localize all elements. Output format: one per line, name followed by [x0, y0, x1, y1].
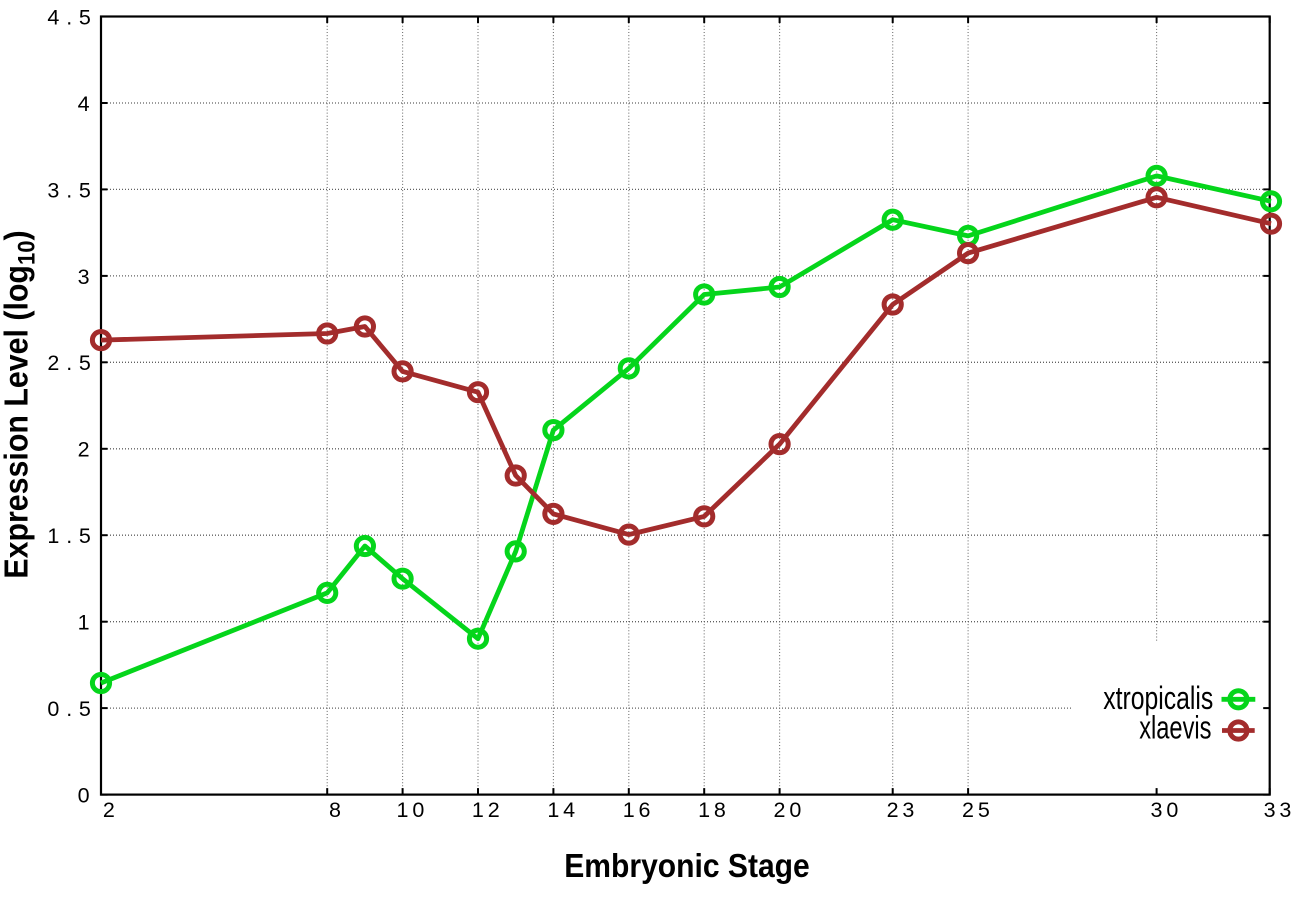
svg-text:25: 25 — [962, 798, 990, 822]
svg-text:1: 1 — [78, 611, 90, 635]
svg-text:Expression Level (log10): Expression Level (log10) — [0, 230, 40, 578]
svg-text:8: 8 — [329, 798, 341, 822]
svg-text:2: 2 — [103, 798, 115, 822]
svg-text:18: 18 — [698, 798, 726, 822]
svg-text:4: 4 — [78, 92, 90, 116]
svg-text:20: 20 — [774, 798, 802, 822]
svg-text:xtropicalis: xtropicalis — [1103, 680, 1213, 716]
svg-text:2: 2 — [78, 438, 90, 462]
svg-text:Embryonic Stage: Embryonic Stage — [564, 847, 810, 884]
svg-text:14: 14 — [547, 798, 575, 822]
svg-text:30: 30 — [1151, 798, 1179, 822]
svg-text:16: 16 — [623, 798, 651, 822]
svg-text:2.5: 2.5 — [47, 351, 91, 375]
svg-text:3.5: 3.5 — [47, 178, 91, 202]
svg-text:0: 0 — [78, 784, 90, 808]
svg-text:33: 33 — [1264, 798, 1292, 822]
svg-text:0.5: 0.5 — [47, 697, 91, 721]
svg-text:10: 10 — [397, 798, 425, 822]
svg-text:1.5: 1.5 — [47, 524, 91, 548]
svg-text:12: 12 — [472, 798, 500, 822]
svg-text:23: 23 — [887, 798, 915, 822]
svg-text:3: 3 — [78, 265, 90, 289]
svg-text:4.5: 4.5 — [47, 5, 91, 29]
svg-text:xlaevis: xlaevis — [1139, 710, 1211, 746]
